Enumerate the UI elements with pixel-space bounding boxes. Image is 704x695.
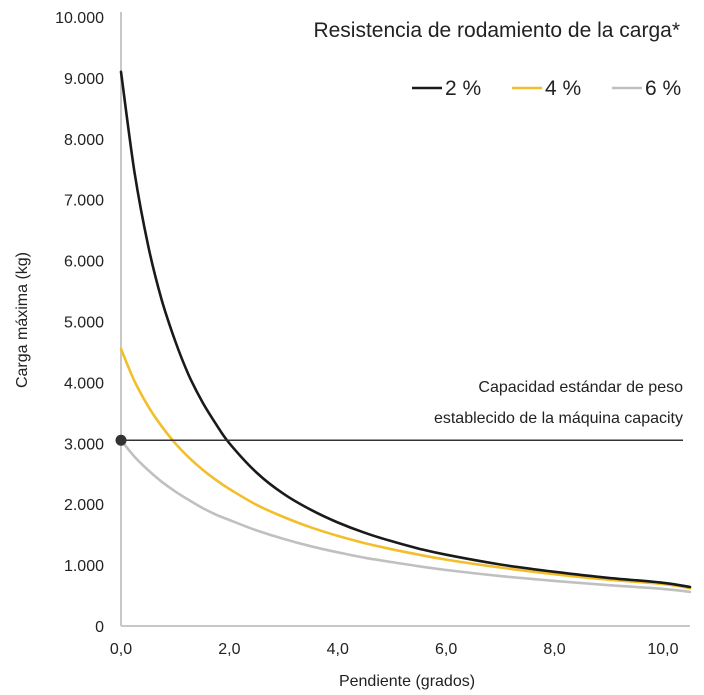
annotation-line-2: establecido de la máquina capacity xyxy=(434,410,683,427)
x-axis-title: Pendiente (grados) xyxy=(339,673,475,690)
legend: 2 % 4 % 6 % xyxy=(412,77,681,100)
x-tick-label: 8,0 xyxy=(543,641,565,658)
series-line xyxy=(119,70,692,589)
series-line xyxy=(119,347,692,590)
chart-title: Resistencia de rodamiento de la carga* xyxy=(313,19,680,42)
y-tick-label: 8.000 xyxy=(64,132,104,149)
y-axis-ticks: 0 1.000 2.000 3.000 4.000 5.000 6.000 7.000 8.00… xyxy=(55,10,104,636)
x-tick-label: 2,0 xyxy=(218,641,240,658)
reference-marker xyxy=(115,434,127,446)
x-tick-label: 6,0 xyxy=(435,641,457,658)
y-tick-label: 7.000 xyxy=(64,193,104,210)
annotation-line-1: Capacidad estándar de peso xyxy=(478,379,683,396)
y-tick-label: 4.000 xyxy=(64,375,104,392)
y-tick-label: 3.000 xyxy=(64,436,104,453)
x-tick-label: 0,0 xyxy=(110,641,132,658)
legend-label: 4 % xyxy=(545,77,581,100)
legend-label: 6 % xyxy=(645,77,681,100)
series-line xyxy=(119,439,692,594)
y-tick-label: 1.000 xyxy=(64,558,104,575)
y-tick-label: 2.000 xyxy=(64,497,104,514)
y-tick-label: 0 xyxy=(95,619,104,636)
y-tick-label: 10.000 xyxy=(55,10,104,27)
y-tick-label: 9.000 xyxy=(64,71,104,88)
x-axis-ticks: 0,0 2,0 4,0 6,0 8,0 10,0 xyxy=(110,641,679,658)
legend-label: 2 % xyxy=(445,77,481,100)
y-axis-title: Carga máxima (kg) xyxy=(14,252,31,388)
y-tick-label: 5.000 xyxy=(64,315,104,332)
y-tick-label: 6.000 xyxy=(64,254,104,271)
series-layer xyxy=(119,70,692,594)
x-tick-label: 10,0 xyxy=(647,641,678,658)
x-tick-label: 4,0 xyxy=(327,641,349,658)
